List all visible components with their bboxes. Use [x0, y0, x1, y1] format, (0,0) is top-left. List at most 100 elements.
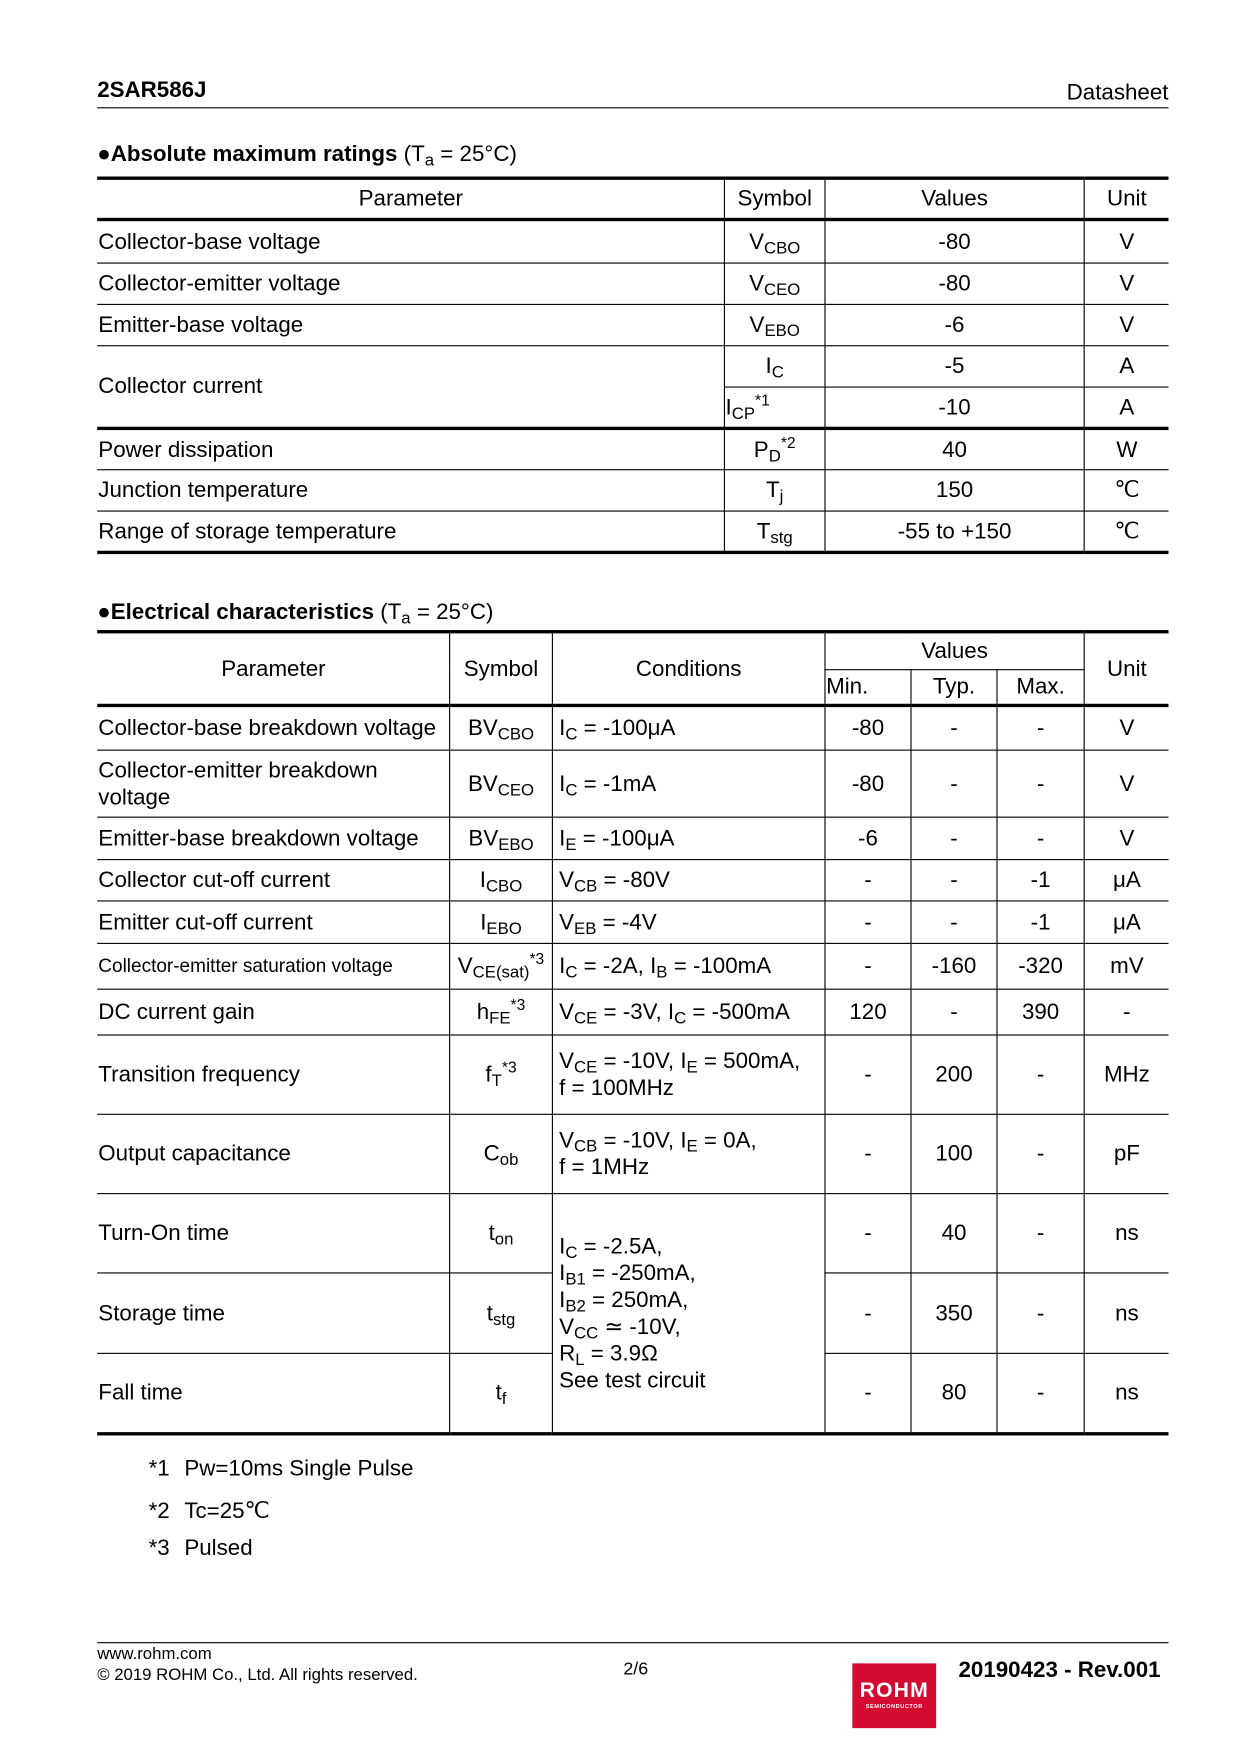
- cond-text: = 3.9Ω: [584, 1341, 658, 1366]
- cond-text: = -100μA: [576, 826, 675, 851]
- min: -: [823, 900, 911, 944]
- symbol: Tstg: [756, 518, 793, 547]
- column-header-values: Values: [823, 630, 1085, 671]
- table-row: Emitter-base voltage VEBO -6 V: [97, 304, 1169, 347]
- cond-sub: C: [674, 1008, 687, 1028]
- symbol: VCBO: [749, 229, 801, 258]
- unit: ℃: [1083, 511, 1169, 555]
- min: -: [823, 859, 911, 902]
- symbol-cell: ton: [448, 1193, 553, 1274]
- condition-sub: a: [424, 150, 435, 170]
- section-heading: Electrical characteristics: [110, 599, 375, 625]
- conditions: IC = -2.5A, IB1 = -250mA, IB2 = 250mA, VCC …: [551, 1193, 825, 1436]
- table-row: Power dissipation PD*2 40 W: [97, 428, 1169, 471]
- value: -10: [823, 387, 1085, 431]
- cond-text: I: [559, 716, 566, 741]
- symbol: tstg: [486, 1300, 516, 1329]
- unit: ns: [1083, 1272, 1169, 1354]
- conditions: IC = -1mA: [551, 750, 825, 818]
- cond-text: = -250mA,: [585, 1260, 696, 1286]
- column-header-max: Max.: [995, 669, 1084, 708]
- cond-text: V: [559, 1048, 575, 1074]
- rohm-logo: ROHM SEMICONDUCTOR: [852, 1663, 937, 1729]
- symbol-cell: VCBO: [723, 219, 825, 264]
- value: -5: [823, 345, 1085, 388]
- cond-text: ≃ -10V,: [598, 1314, 681, 1339]
- cond-text: = -4V: [596, 909, 657, 935]
- cond-text: I: [559, 1260, 566, 1286]
- conditions: VCE = -3V, IC = -500mA: [551, 989, 825, 1036]
- unit: V: [1083, 705, 1169, 751]
- max: -1: [995, 859, 1085, 902]
- cond-text: = 250mA,: [585, 1287, 689, 1313]
- symbol-cell: tf: [448, 1353, 553, 1436]
- symbol-sub: T: [491, 1071, 502, 1091]
- cond-sub: CE: [574, 1008, 598, 1028]
- symbol-cell: tstg: [448, 1272, 553, 1354]
- typ: 100: [909, 1114, 998, 1195]
- unit: A: [1083, 387, 1169, 431]
- footnote-ref: *3: [529, 949, 545, 968]
- cond-sub: C: [565, 724, 578, 744]
- bullet-icon: ●: [97, 141, 111, 167]
- cond-text: I: [559, 954, 566, 979]
- symbol-cell: PD*2: [723, 428, 825, 471]
- typ: -: [909, 750, 998, 818]
- symbol-cell: fT*3: [448, 1034, 553, 1115]
- website: www.rohm.com: [97, 1644, 212, 1664]
- unit: V: [1083, 219, 1169, 264]
- cond-sub: B1: [565, 1269, 586, 1289]
- elec-table: Parameter Symbol Conditions Values Unit Min. T…: [97, 630, 1169, 1436]
- symbol-sub: ob: [499, 1150, 519, 1170]
- cond-text: = -100μA: [577, 716, 676, 741]
- table-row: Junction temperature Tj 150 ℃: [97, 469, 1169, 512]
- table-row: ICP*1 -10 A: [97, 387, 1169, 431]
- cond-sub: C: [565, 780, 578, 800]
- conditions: IE = -100μA: [551, 817, 825, 861]
- min: 120: [823, 989, 911, 1036]
- column-header-min: Min.: [824, 669, 911, 708]
- symbol: ICBO: [479, 867, 523, 896]
- unit: MHz: [1083, 1034, 1169, 1115]
- unit: V: [1083, 263, 1169, 305]
- value: -55 to +150: [823, 511, 1085, 555]
- table-row: Fall time tf -80- ns: [97, 1353, 1169, 1436]
- cond-sub: CB: [574, 1137, 598, 1157]
- cond-text: f = 1MHz: [559, 1155, 650, 1180]
- cond-text: = -3V, I: [597, 999, 675, 1025]
- symbol-sub: f: [501, 1389, 507, 1409]
- cond-text: I: [559, 1287, 566, 1313]
- cond-sub: C: [565, 1242, 578, 1262]
- min: -: [823, 1034, 911, 1115]
- parameter: Transition frequency: [97, 1034, 450, 1115]
- conditions: VCE = -10V, IE = 500mA, f = 100MHz: [551, 1034, 825, 1115]
- max: -: [995, 705, 1085, 751]
- footnote-ref: *3: [501, 1057, 517, 1076]
- symbol-sub: CBO: [497, 724, 535, 744]
- max: -1: [995, 900, 1085, 944]
- cond-text: R: [559, 1341, 576, 1366]
- symbol: ICP*1: [725, 390, 770, 423]
- column-header-typ: Typ.: [909, 669, 998, 708]
- table-row: Emitter cut-off current IEBO VEB = -4V - - -1…: [97, 900, 1169, 944]
- table-row: Turn-On time ton IC = -2.5A, IB1 = -250mA, I…: [97, 1193, 1169, 1436]
- max: -: [995, 1034, 1085, 1115]
- parameter: Emitter-base breakdown voltage: [97, 817, 450, 861]
- unit: ℃: [1083, 469, 1169, 512]
- cond-text: = -80V: [597, 867, 670, 893]
- symbol: IEBO: [480, 909, 522, 938]
- typ: 200: [909, 1034, 998, 1115]
- parameter: Collector-emitter voltage: [97, 263, 725, 305]
- conditions: IC = -100μA: [551, 705, 825, 751]
- unit: ns: [1083, 1353, 1169, 1436]
- cond-sub: E: [565, 835, 577, 855]
- min: -80: [823, 705, 911, 751]
- parameter: Collector-base breakdown voltage: [97, 705, 450, 751]
- footnote-mark: *1: [148, 1456, 170, 1482]
- symbol-cell: VCEO: [723, 263, 825, 305]
- cond-text: = -1mA: [577, 771, 657, 796]
- cond-sub: E: [686, 1137, 698, 1157]
- value: -80: [823, 263, 1085, 305]
- cond-text: V: [559, 999, 575, 1025]
- cond-text: I: [559, 771, 566, 796]
